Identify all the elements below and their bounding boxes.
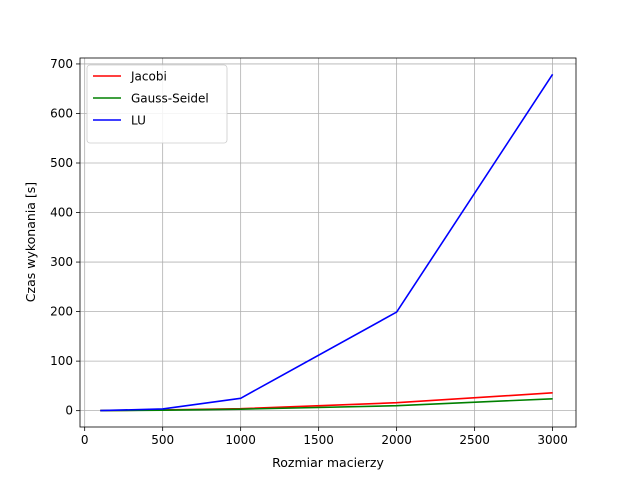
x-axis-ticks: 0 500 1000 1500 2000 2500 3000 [81,427,568,447]
y-tick-label: 100 [50,354,73,368]
y-tick-label: 200 [50,305,73,319]
legend-label: Gauss-Seidel [131,92,209,106]
y-tick-label: 700 [50,57,73,71]
x-axis-label: Rozmiar macierzy [272,455,384,470]
x-tick-label: 1500 [303,433,334,447]
x-tick-label: 2500 [459,433,490,447]
series-lines [100,73,554,412]
legend: Jacobi Gauss-Seidel LU [86,64,228,144]
legend-box [86,64,228,144]
x-tick-label: 1000 [225,433,256,447]
x-tick-label: 500 [151,433,174,447]
x-tick-label: 2000 [381,433,412,447]
y-axis-ticks: 0 100 200 300 400 500 600 700 [50,57,80,418]
y-tick-label: 0 [65,404,73,418]
y-axis-label: Czas wykonania [s] [23,182,38,302]
legend-label: LU [131,114,146,128]
x-tick-label: 0 [81,433,89,447]
y-tick-label: 300 [50,255,73,269]
legend-label: Jacobi [130,70,167,84]
series-line-lu [100,73,554,412]
plot-frame [79,57,577,428]
x-tick-label: 3000 [537,433,568,447]
y-tick-label: 400 [50,206,73,220]
y-tick-label: 600 [50,106,73,120]
y-tick-label: 500 [50,156,73,170]
series-line-gauss-seidel [100,397,553,412]
